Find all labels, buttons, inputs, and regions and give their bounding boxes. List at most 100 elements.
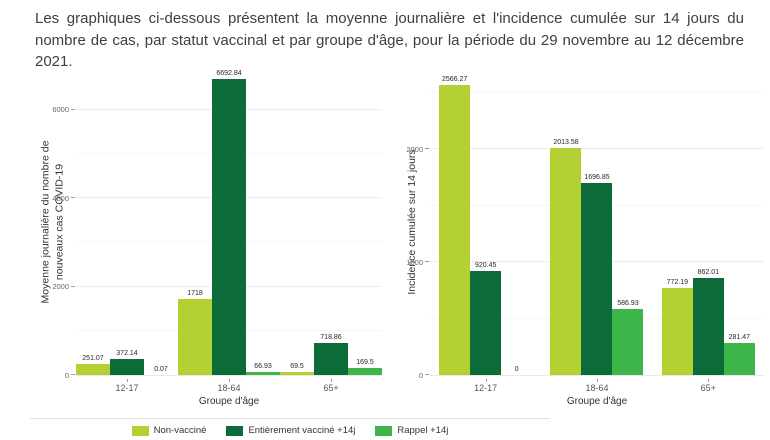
y-tick-label: 1000 <box>406 257 423 267</box>
legend-item: Non-vacciné <box>131 425 207 436</box>
major-gridline <box>430 148 764 150</box>
bar-value-label: 1718 <box>187 290 203 298</box>
legend-label: Entièrement vacciné +14j <box>248 425 356 436</box>
bar-slot: 0.07 <box>144 70 178 375</box>
bar-Entièrement vacciné +14j <box>110 358 144 375</box>
bar-value-label: 251.07 <box>82 354 104 362</box>
y-tick-mark <box>71 285 75 287</box>
y-tick-label: 0 <box>64 370 69 380</box>
bar-slot: 66.93 <box>246 70 280 375</box>
y-tick-label: 2000 <box>52 281 69 291</box>
bar-value-label: 2013.58 <box>553 138 579 146</box>
x-axis-label: Groupe d'âge <box>198 396 260 407</box>
bar-value-label: 0.07 <box>154 366 168 373</box>
bar-value-label: 1696.85 <box>584 174 610 182</box>
bar-slot: 0 <box>501 70 532 375</box>
bar-Entièrement vacciné +14j <box>212 79 246 375</box>
bar-group-18-64: 2013.58 1696.85 586.93 <box>541 70 652 375</box>
legend-item: Entièrement vacciné +14j <box>226 425 355 436</box>
y-tick-mark <box>71 108 75 110</box>
bar-slot: 169.5 <box>348 70 382 375</box>
x-tick-label-65+: 65+ <box>653 379 764 393</box>
bar-slot: 372.14 <box>110 70 144 375</box>
bar-value-label: 2566.27 <box>442 76 468 84</box>
bar-slot: 1718 <box>178 70 212 375</box>
minor-gridline <box>430 91 764 93</box>
bar-Rappel +14j <box>723 343 755 375</box>
bar-slot: 920.45 <box>470 70 502 375</box>
bar-slot: 6692.84 <box>212 70 246 375</box>
bar-value-label: 69.5 <box>290 362 304 370</box>
bar-Rappel +14j <box>348 367 382 375</box>
y-axis-label-wrap: Moyenne journalière du nombre de nouveau… <box>30 70 76 407</box>
bar-Entièrement vacciné +14j <box>314 343 348 375</box>
y-axis-label-wrap: Incidence cumulée sur 14 jours <box>396 70 430 407</box>
x-tick-label-65+: 65+ <box>280 379 382 393</box>
bar-slot: 772.19 <box>661 70 693 375</box>
bar-groups: 2566.27 920.45 0 2013.58 1696.85 586.93 772.19… <box>430 70 764 375</box>
bar-value-label: 6692.84 <box>216 70 242 78</box>
legend-label: Non-vacciné <box>153 425 207 436</box>
bar-Non-vacciné <box>550 147 582 375</box>
bar-groups: 251.07 372.14 0.07 1718 6692.84 66.93 69.5 718.… <box>76 70 382 375</box>
bar-value-label: 169.5 <box>356 358 374 366</box>
y-tick-mark <box>425 261 429 263</box>
bar-slot: 586.93 <box>612 70 644 375</box>
bar-Rappel +14j <box>612 308 644 375</box>
bar-value-label: 920.45 <box>474 262 497 270</box>
x-tick-label-18-64: 18-64 <box>541 379 652 393</box>
bar-slot: 2566.27 <box>439 70 471 375</box>
bar-Non-vacciné <box>178 299 212 375</box>
bar-Non-vacciné <box>76 363 110 375</box>
bar-slot: 718.86 <box>314 70 348 375</box>
y-tick-mark <box>71 374 75 375</box>
chart-body: 0 2000 4000 6000 251.07 372.14 0.07 1718 6692.84… <box>52 70 382 407</box>
y-tick-mark <box>425 148 429 150</box>
bar-Non-vacciné <box>439 85 471 375</box>
x-tick-label-18-64: 18-64 <box>178 379 280 393</box>
bar-Non-vacciné <box>280 371 314 375</box>
y-tick-label: 2000 <box>406 144 423 154</box>
chart-body: 0 1000 2000 2566.27 920.45 0 2013.58 1696.85 586… <box>406 70 764 407</box>
bar-value-label: 372.14 <box>116 349 138 357</box>
legend-item: Rappel +14j <box>375 425 448 436</box>
bar-value-label: 281.47 <box>728 334 751 342</box>
bar-group-12-17: 251.07 372.14 0.07 <box>76 70 178 375</box>
bar-value-label: 862.01 <box>697 268 720 276</box>
bar-group-65+: 772.19 862.01 281.47 <box>653 70 764 375</box>
y-axis-label: Moyenne journalière du nombre de nouveau… <box>39 140 65 304</box>
intro-paragraph: Les graphiques ci-dessous présentent la … <box>35 10 744 70</box>
y-tick-mark <box>425 374 429 375</box>
bar-value-label: 586.93 <box>617 299 639 307</box>
plot-area: 0 1000 2000 2566.27 920.45 0 2013.58 1696.85 586… <box>406 70 764 378</box>
charts-row: Moyenne journalière du nombre de nouveau… <box>0 70 770 407</box>
x-tick-label-12-17: 12-17 <box>76 379 178 393</box>
bar-Entièrement vacciné +14j <box>692 277 724 375</box>
bar-slot: 2013.58 <box>550 70 582 375</box>
bar-slot: 1696.85 <box>581 70 613 375</box>
bar-value-label: 0 <box>514 366 519 373</box>
bar-Rappel +14j <box>246 372 280 375</box>
plot-area: 0 2000 4000 6000 251.07 372.14 0.07 1718 6692.84… <box>52 70 382 378</box>
x-axis-label: Groupe d'âge <box>566 396 628 407</box>
legend-label: Rappel +14j <box>397 425 449 436</box>
x-tick-label-12-17: 12-17 <box>430 379 541 393</box>
y-axis-label: Incidence cumulée sur 14 jours <box>406 149 419 295</box>
bar-group-18-64: 1718 6692.84 66.93 <box>178 70 280 375</box>
y-tick-label: 0 <box>418 370 423 380</box>
bar-slot: 69.5 <box>280 70 314 375</box>
y-tick-mark <box>71 197 75 199</box>
bar-Entièrement vacciné +14j <box>581 183 613 375</box>
x-tick-labels: 12-17 18-64 65+ <box>76 379 382 393</box>
bar-slot: 281.47 <box>723 70 755 375</box>
y-tick-label: 6000 <box>52 105 69 115</box>
legend-swatch-icon <box>226 425 244 436</box>
bar-slot: 251.07 <box>76 70 110 375</box>
y-tick-label: 4000 <box>52 193 69 203</box>
bar-value-label: 66.93 <box>254 363 272 371</box>
legend-swatch-icon <box>131 425 149 436</box>
chart-cumulative-incidence: Incidence cumulée sur 14 jours 0 1000 2000… <box>396 70 764 407</box>
chart-daily-average: Moyenne journalière du nombre de nouveau… <box>30 70 382 407</box>
legend: Non-vacciné Entièrement vacciné +14j Rappe… <box>30 418 550 436</box>
